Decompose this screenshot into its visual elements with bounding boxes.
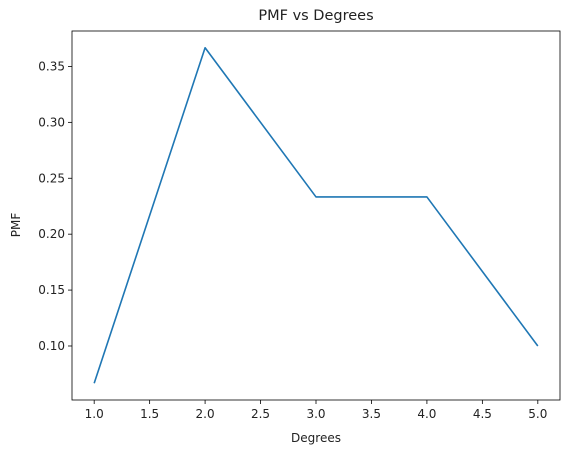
x-tick-label: 1.5 (140, 407, 159, 421)
y-axis-label: PMF (9, 213, 23, 238)
x-tick-label: 4.0 (417, 407, 436, 421)
x-tick-label: 3.0 (306, 407, 325, 421)
x-tick-label: 1.0 (85, 407, 104, 421)
plot-frame (71, 30, 561, 401)
y-tick-label: 0.35 (38, 59, 65, 73)
x-tick-label: 4.5 (473, 407, 492, 421)
x-tick-label: 2.0 (196, 407, 215, 421)
x-tick-label: 2.5 (251, 407, 270, 421)
y-tick-label: 0.20 (38, 227, 65, 241)
y-tick-label: 0.15 (38, 283, 65, 297)
x-axis: 1.0 1.5 2.0 2.5 3.0 3.5 4.0 4.5 5.0 (85, 400, 547, 421)
plot-area (71, 30, 561, 401)
chart-title: PMF vs Degrees (258, 8, 373, 24)
y-tick-label: 0.30 (38, 115, 65, 129)
x-tick-label: 3.5 (362, 407, 381, 421)
y-tick-label: 0.10 (38, 339, 65, 353)
series-line (93, 46, 539, 384)
y-tick-label: 0.25 (38, 171, 65, 185)
x-tick-label: 5.0 (528, 407, 547, 421)
series-layer (93, 46, 539, 384)
x-axis-label: Degrees (291, 431, 341, 445)
y-axis: 0.10 0.15 0.20 0.25 0.30 0.35 (38, 59, 72, 353)
